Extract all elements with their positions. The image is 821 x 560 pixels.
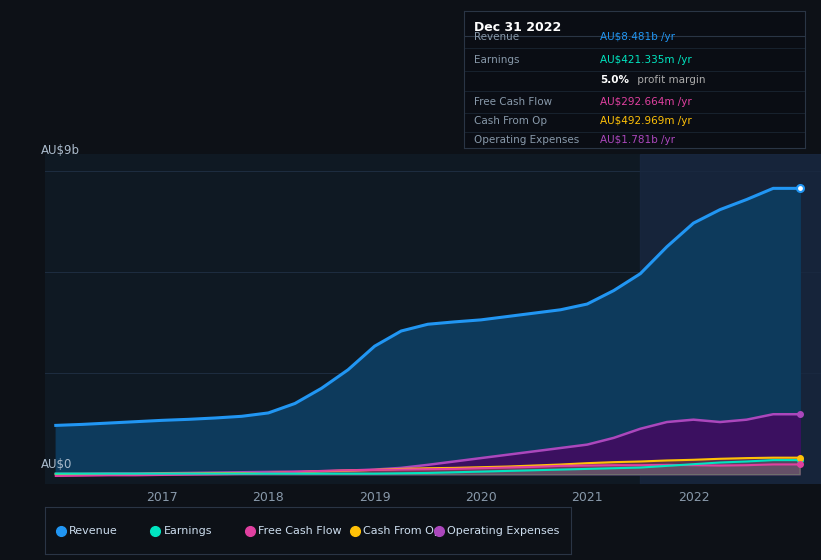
- Text: Free Cash Flow: Free Cash Flow: [258, 526, 342, 535]
- Text: Operating Expenses: Operating Expenses: [447, 526, 559, 535]
- Text: 5.0%: 5.0%: [600, 75, 629, 85]
- Text: Revenue: Revenue: [69, 526, 117, 535]
- Text: Earnings: Earnings: [474, 55, 520, 65]
- Text: AU$9b: AU$9b: [41, 144, 80, 157]
- Text: AU$1.781b /yr: AU$1.781b /yr: [600, 135, 675, 145]
- Text: AU$421.335m /yr: AU$421.335m /yr: [600, 55, 692, 65]
- Bar: [640, 154, 821, 484]
- Text: Free Cash Flow: Free Cash Flow: [474, 97, 553, 107]
- Text: Earnings: Earnings: [163, 526, 212, 535]
- Text: Operating Expenses: Operating Expenses: [474, 135, 580, 145]
- Text: Revenue: Revenue: [474, 31, 519, 41]
- Text: AU$8.481b /yr: AU$8.481b /yr: [600, 31, 675, 41]
- Text: profit margin: profit margin: [635, 75, 706, 85]
- Text: Dec 31 2022: Dec 31 2022: [474, 21, 562, 34]
- Text: AU$492.969m /yr: AU$492.969m /yr: [600, 116, 692, 126]
- Text: Cash From Op: Cash From Op: [363, 526, 441, 535]
- Text: AU$292.664m /yr: AU$292.664m /yr: [600, 97, 692, 107]
- Text: Cash From Op: Cash From Op: [474, 116, 547, 126]
- Text: AU$0: AU$0: [41, 459, 72, 472]
